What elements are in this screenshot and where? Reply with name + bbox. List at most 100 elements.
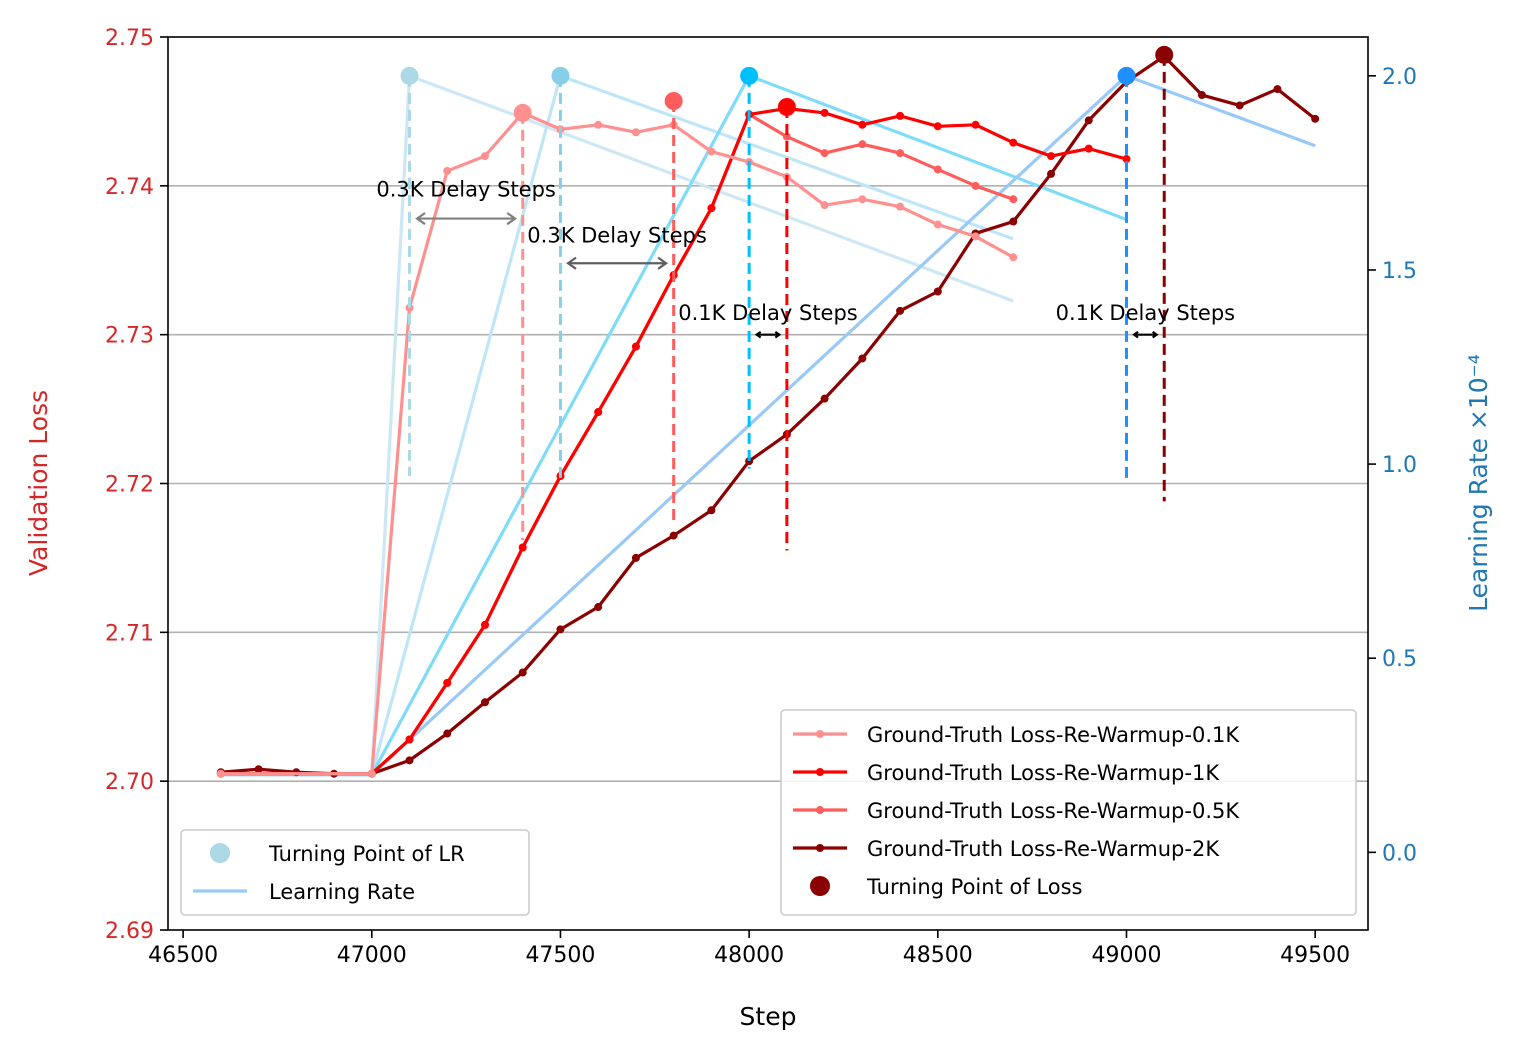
y-axis-label-right: Learning Rate ×10⁻⁴ — [1464, 354, 1493, 612]
delay-arrowhead-left-3 — [1132, 330, 1139, 339]
y-right-tick-label: 0.0 — [1382, 841, 1417, 866]
y-left-tick-label: 2.70 — [105, 770, 154, 795]
loss-point — [820, 108, 829, 117]
y-left-tick-label: 2.71 — [105, 621, 154, 646]
loss-point — [707, 204, 716, 213]
legend-lr-label: Learning Rate — [269, 880, 415, 904]
loss-point — [367, 769, 376, 778]
lr-turning-point-2 — [740, 66, 759, 85]
loss-turning-point-1 — [664, 91, 683, 110]
legend-loss-label: Ground-Truth Loss-Re-Warmup-2K — [867, 837, 1220, 861]
loss-point — [858, 195, 867, 204]
axes: 46500 47000 47500 48000 48500 49000 49500 2.69 2… — [105, 26, 1417, 968]
x-tick-label: 49000 — [1091, 943, 1161, 968]
loss-turning-point-0 — [513, 103, 532, 122]
y-left-tick-label: 2.69 — [105, 919, 154, 944]
x-tick-label: 48000 — [714, 943, 784, 968]
x-tick-label: 48500 — [903, 943, 973, 968]
loss-point — [216, 769, 225, 778]
legend-lr: Turning Point of LR Learning Rate — [180, 829, 530, 916]
loss-point — [971, 120, 980, 129]
legend-swatch-dot — [210, 843, 230, 863]
loss-point — [858, 120, 867, 129]
loss-point — [1311, 114, 1320, 123]
delay-annotations: 0.3K Delay Steps 0.3K Delay Steps 0.1K Del… — [376, 177, 1236, 339]
loss-point — [1047, 169, 1056, 178]
loss-point — [896, 306, 905, 315]
legend-lr-box — [180, 829, 530, 916]
legend-loss-label: Ground-Truth Loss-Re-Warmup-0.1K — [867, 723, 1240, 747]
loss-point — [480, 152, 489, 161]
loss-point — [405, 735, 414, 744]
loss-point — [1235, 101, 1244, 110]
loss-point — [971, 181, 980, 190]
loss-point — [1197, 91, 1206, 100]
loss-point — [933, 122, 942, 131]
loss-point — [480, 698, 489, 707]
loss-point — [254, 765, 263, 774]
loss-point — [1273, 85, 1282, 94]
loss-point — [782, 132, 791, 141]
loss-point — [443, 166, 452, 175]
loss-point — [971, 232, 980, 241]
loss-turning-point-3 — [1155, 45, 1174, 64]
loss-point — [896, 149, 905, 158]
loss-point — [707, 506, 716, 515]
loss-point — [443, 678, 452, 687]
loss-point — [896, 111, 905, 120]
loss-point — [1084, 116, 1093, 125]
loss-point — [820, 201, 829, 210]
loss-point — [820, 149, 829, 158]
lr-turning-point-3 — [1117, 66, 1136, 85]
loss-point — [707, 147, 716, 156]
lr-turning-point-1 — [551, 66, 570, 85]
loss-point — [858, 140, 867, 149]
loss-point — [1009, 138, 1018, 147]
loss-point — [480, 620, 489, 629]
loss-point — [933, 220, 942, 229]
y-left-tick-label: 2.74 — [105, 175, 154, 200]
delay-arrowhead-left-0 — [415, 212, 426, 226]
delay-arrowhead-right-2 — [774, 330, 782, 339]
loss-point — [1122, 155, 1131, 164]
y-left-tick-label: 2.72 — [105, 473, 154, 498]
delay-arrowhead-left-2 — [754, 330, 762, 339]
legend-swatch-marker — [816, 844, 824, 852]
loss-point — [518, 543, 527, 552]
legend-loss: Ground-Truth Loss-Re-Warmup-0.1K Ground-T… — [780, 709, 1357, 916]
legend-loss-label: Turning Point of Loss — [866, 875, 1082, 899]
loss-point — [631, 342, 640, 351]
delay-annotation-label: 0.1K Delay Steps — [678, 301, 858, 325]
legend-loss-label: Ground-Truth Loss-Re-Warmup-0.5K — [867, 799, 1240, 823]
delay-annotation-label: 0.3K Delay Steps — [527, 223, 707, 247]
legend-swatch-marker — [816, 806, 824, 814]
y-right-tick-label: 1.5 — [1382, 259, 1417, 284]
loss-point — [594, 120, 603, 129]
loss-point — [858, 354, 867, 363]
loss-point — [556, 625, 565, 634]
y-left-tick-label: 2.75 — [105, 26, 154, 51]
loss-point — [594, 603, 603, 612]
legend-loss-label: Ground-Truth Loss-Re-Warmup-1K — [867, 761, 1220, 785]
lr-turning-point-0 — [400, 66, 419, 85]
x-axis-label: Step — [740, 1002, 797, 1031]
loss-point — [820, 394, 829, 403]
loss-point — [896, 202, 905, 211]
legend-swatch-dot — [810, 876, 830, 896]
delay-annotation-label: 0.1K Delay Steps — [1056, 301, 1236, 325]
loss-point — [1009, 253, 1018, 262]
legend-loss-box — [780, 709, 1357, 916]
delay-arrowhead-right-1 — [657, 256, 669, 270]
loss-point — [933, 165, 942, 174]
delay-arrowhead-right-0 — [506, 212, 518, 226]
loss-point — [1084, 144, 1093, 153]
loss-point — [631, 128, 640, 137]
x-tick-label: 47500 — [525, 943, 595, 968]
x-tick-label: 49500 — [1280, 943, 1350, 968]
loss-point — [631, 553, 640, 562]
x-tick-label: 46500 — [148, 943, 218, 968]
loss-point — [443, 729, 452, 738]
y-right-tick-label: 1.0 — [1382, 453, 1417, 478]
loss-point — [518, 668, 527, 677]
